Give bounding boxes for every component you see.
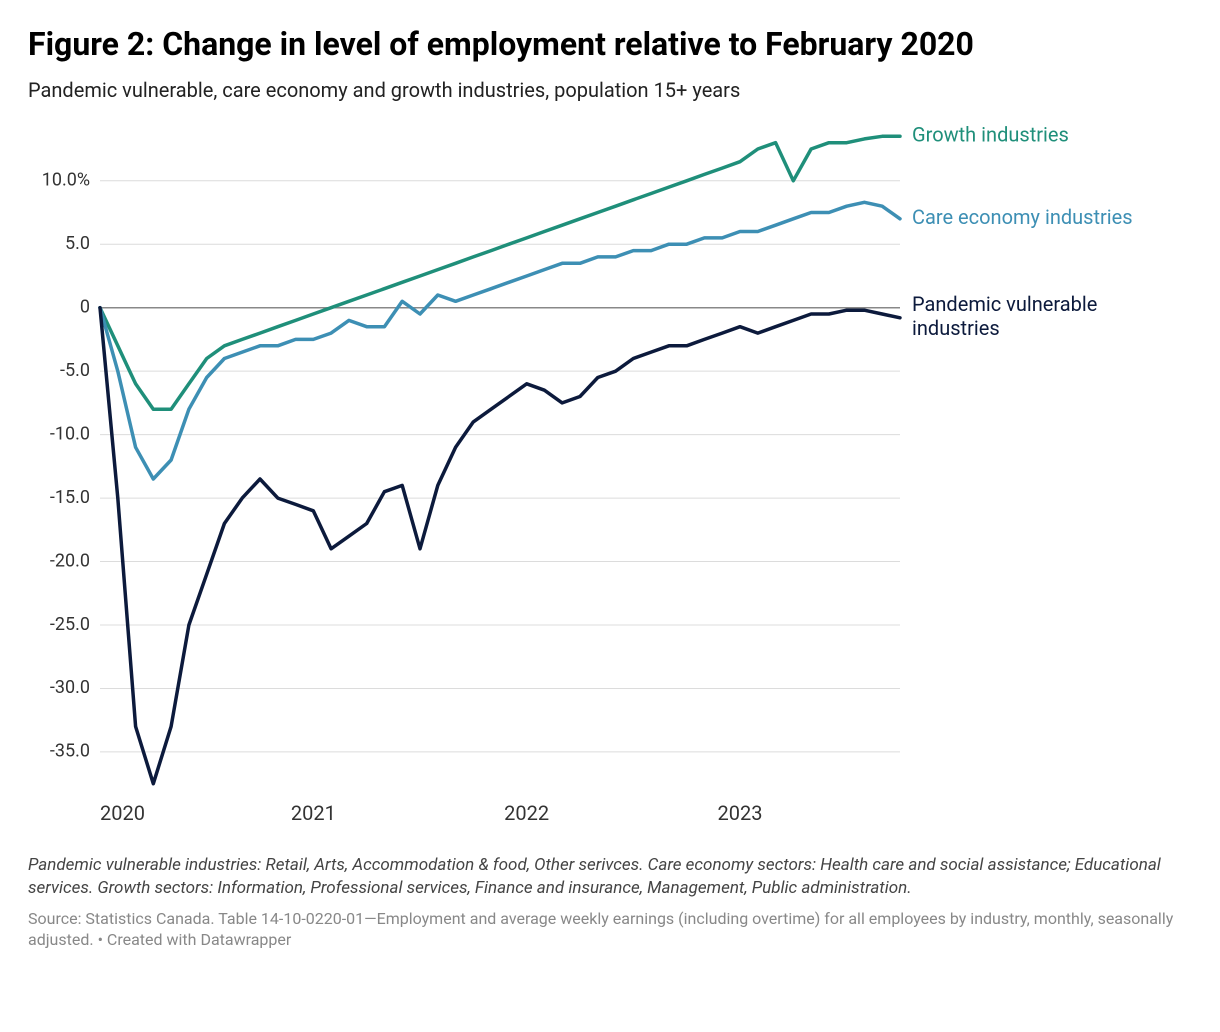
figure-container: Figure 2: Change in level of employment … [0,0,1220,1032]
y-axis-tick-label: -20.0 [50,550,90,571]
y-axis-tick-label: -25.0 [50,614,90,635]
series-label: industries [912,316,1000,340]
y-axis-tick-label: 10.0% [42,170,90,191]
figure-note: Pandemic vulnerable industries: Retail, … [28,854,1192,900]
chart-area: 10.0% 5.0 0 -5.0 -10.0 -15.0 -20.0 -25.0 -30.0 -3… [28,120,1192,840]
x-axis-tick-label: 2020 [100,801,145,825]
series-label: Care economy industries [912,205,1133,229]
y-axis-tick-label: 5.0 [65,233,90,254]
x-axis-tick-label: 2022 [504,801,549,825]
series-label: Pandemic vulnerable [912,292,1097,316]
y-axis-tick-label: -35.0 [50,741,90,762]
y-axis-tick-label: -10.0 [50,423,90,444]
series-line [100,308,900,784]
figure-title: Figure 2: Change in level of employment … [28,24,1192,64]
figure-source: Source: Statistics Canada. Table 14-10-0… [28,908,1192,951]
x-axis-tick-label: 2023 [718,801,763,825]
series-line [100,136,900,409]
line-chart: 10.0% 5.0 0 -5.0 -10.0 -15.0 -20.0 -25.0 -30.0 -3… [28,120,1192,840]
y-axis-tick-label: -15.0 [50,487,90,508]
y-axis-tick-label: 0 [80,296,90,317]
figure-subtitle: Pandemic vulnerable, care economy and gr… [28,78,1192,102]
y-axis-tick-label: -5.0 [60,360,90,381]
x-axis-tick-label: 2021 [291,801,336,825]
y-axis-tick-label: -30.0 [50,677,90,698]
series-label: Growth industries [912,123,1069,147]
